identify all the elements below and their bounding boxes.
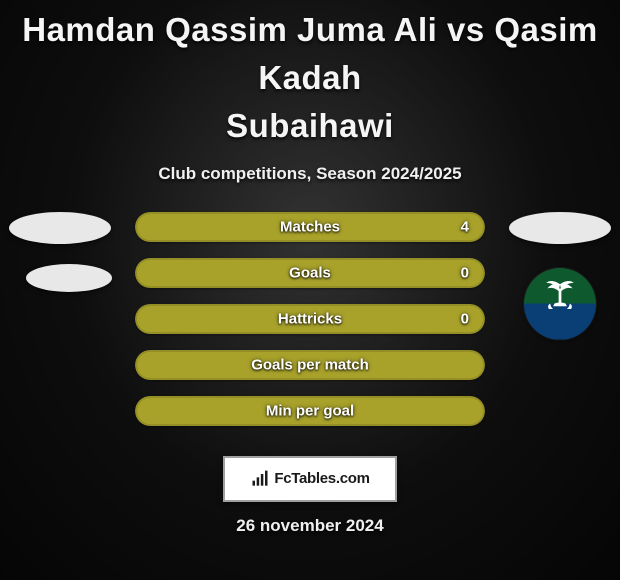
- stat-row-matches: Matches 4: [135, 212, 485, 242]
- player1-oval-top: [9, 212, 111, 244]
- stat-row-goals-per-match: Goals per match: [135, 350, 485, 380]
- palm-tree-icon: [538, 276, 582, 320]
- brand-text: FcTables.com: [274, 470, 369, 487]
- bar-chart-icon: [250, 469, 270, 489]
- timestamp: 26 november 2024: [0, 516, 620, 536]
- stat-label: Min per goal: [135, 402, 485, 419]
- stat-value: 4: [461, 218, 469, 235]
- club-crest: [524, 268, 596, 340]
- stat-label: Hattricks: [135, 310, 485, 327]
- stat-row-hattricks: Hattricks 0: [135, 304, 485, 334]
- stat-label: Matches: [135, 218, 485, 235]
- stat-row-min-per-goal: Min per goal: [135, 396, 485, 426]
- page-title: Hamdan Qassim Juma Ali vs Qasim Kadah Su…: [0, 0, 620, 150]
- title-line-1: Hamdan Qassim Juma Ali vs Qasim Kadah: [22, 11, 598, 96]
- stat-row-goals: Goals 0: [135, 258, 485, 288]
- stat-bars: Matches 4 Goals 0 Hattricks 0 Goals per …: [135, 212, 485, 442]
- brand-box: FcTables.com: [223, 456, 397, 502]
- stat-value: 0: [461, 310, 469, 327]
- stats-area: Matches 4 Goals 0 Hattricks 0 Goals per …: [0, 212, 620, 442]
- stat-value: 0: [461, 264, 469, 281]
- stat-label: Goals per match: [135, 356, 485, 373]
- player2-oval-top: [509, 212, 611, 244]
- title-line-2: Subaihawi: [226, 107, 394, 144]
- subtitle: Club competitions, Season 2024/2025: [0, 164, 620, 184]
- player1-oval-bottom: [26, 264, 112, 292]
- stat-label: Goals: [135, 264, 485, 281]
